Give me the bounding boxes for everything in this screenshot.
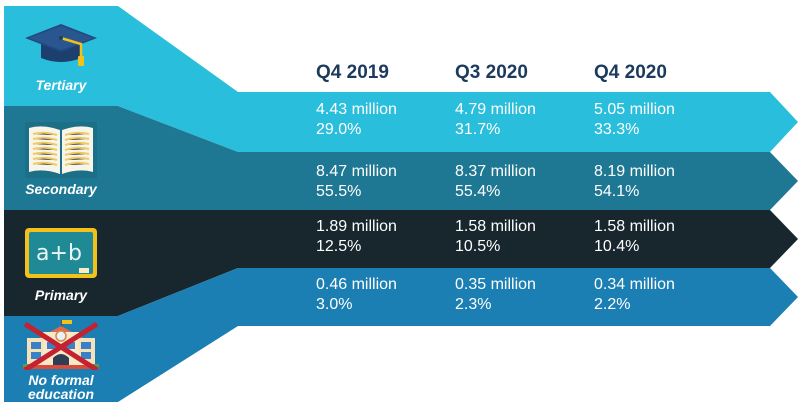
crossed-out-school-icon	[23, 320, 99, 370]
chalkboard-icon: a+b	[25, 228, 97, 278]
cell-count: 5.05 million	[594, 101, 675, 118]
category-label-no-formal: No formal education	[28, 373, 94, 401]
column-header-q4-2020: Q4 2020	[594, 62, 667, 83]
category-label-secondary: Secondary	[25, 181, 97, 197]
cell-tertiary-q4-2020: 5.05 million 33.3%	[594, 100, 675, 140]
category-tertiary: Tertiary	[4, 20, 118, 92]
cell-share: 2.3%	[455, 296, 492, 313]
cell-share: 54.1%	[594, 183, 640, 200]
cell-count: 1.89 million	[316, 218, 397, 235]
cell-tertiary-q4-2019: 4.43 million 29.0%	[316, 100, 397, 140]
cell-count: 0.34 million	[594, 276, 675, 293]
cell-count: 1.58 million	[455, 218, 536, 235]
cell-share: 55.5%	[316, 183, 362, 200]
cell-no-formal-q3-2020: 0.35 million 2.3%	[455, 275, 536, 315]
category-label-no-formal-line2: education	[27, 386, 95, 402]
cell-share: 29.0%	[316, 121, 362, 138]
category-label-tertiary: Tertiary	[35, 77, 87, 93]
cell-secondary-q3-2020: 8.37 million 55.4%	[455, 162, 536, 202]
cell-count: 0.35 million	[455, 276, 536, 293]
category-no-formal: No formal education	[4, 320, 118, 401]
cell-secondary-q4-2020: 8.19 million 54.1%	[594, 162, 675, 202]
cell-share: 3.0%	[316, 296, 353, 313]
cell-primary-q3-2020: 1.58 million 10.5%	[455, 217, 536, 257]
cell-count: 0.46 million	[316, 276, 397, 293]
cell-share: 10.4%	[594, 238, 640, 255]
category-label-primary: Primary	[34, 287, 88, 303]
cell-no-formal-q4-2020: 0.34 million 2.2%	[594, 275, 675, 315]
category-primary: a+b Primary	[4, 226, 118, 302]
cell-primary-q4-2020: 1.58 million 10.4%	[594, 217, 675, 257]
open-book-icon	[25, 122, 97, 178]
column-header-q4-2019: Q4 2019	[316, 62, 389, 83]
cell-primary-q4-2019: 1.89 million 12.5%	[316, 217, 397, 257]
cell-count: 4.79 million	[455, 101, 536, 118]
cell-share: 31.7%	[455, 121, 501, 138]
cell-share: 33.3%	[594, 121, 640, 138]
cell-count: 4.43 million	[316, 101, 397, 118]
cell-share: 55.4%	[455, 183, 501, 200]
column-header-q3-2020: Q3 2020	[455, 62, 528, 83]
cell-count: 8.47 million	[316, 163, 397, 180]
graduation-cap-icon	[25, 24, 97, 66]
cell-tertiary-q3-2020: 4.79 million 31.7%	[455, 100, 536, 140]
cell-count: 1.58 million	[594, 218, 675, 235]
band-secondary	[4, 106, 798, 210]
band-primary	[4, 210, 798, 316]
chalkboard-text: a+b	[36, 241, 82, 266]
cell-share: 2.2%	[594, 296, 631, 313]
cell-share: 12.5%	[316, 238, 362, 255]
cell-share: 10.5%	[455, 238, 501, 255]
cell-count: 8.19 million	[594, 163, 675, 180]
band-no-formal	[4, 268, 798, 402]
band-tertiary	[4, 6, 798, 152]
cell-secondary-q4-2019: 8.47 million 55.5%	[316, 162, 397, 202]
cell-count: 8.37 million	[455, 163, 536, 180]
category-secondary: Secondary	[4, 120, 118, 196]
cell-no-formal-q4-2019: 0.46 million 3.0%	[316, 275, 397, 315]
category-label-no-formal-line1: No formal	[28, 372, 94, 388]
